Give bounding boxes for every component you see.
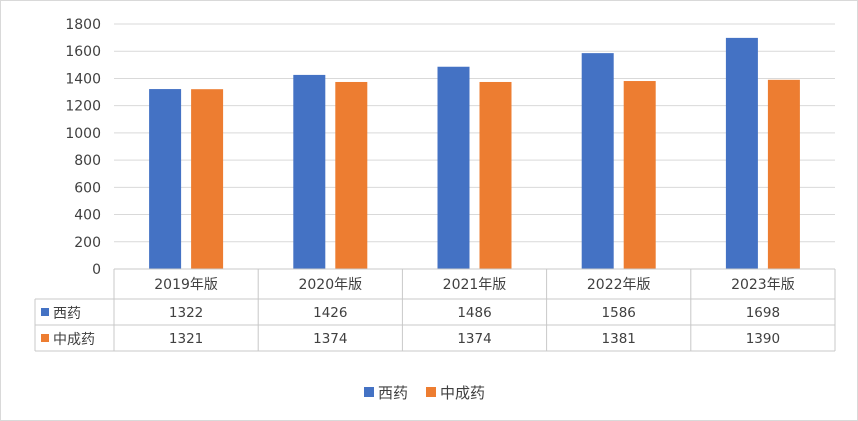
y-tick-label: 1000	[65, 126, 101, 142]
y-tick-label: 400	[74, 208, 101, 224]
y-tick-label: 1800	[65, 17, 101, 33]
y-tick-label: 600	[74, 180, 101, 196]
series-name-label: 西药	[53, 306, 81, 322]
data-cell: 1321	[169, 331, 203, 347]
category-label: 2023年版	[731, 277, 795, 293]
data-cell: 1322	[169, 305, 203, 321]
legend-swatch	[426, 387, 436, 397]
bar-zhongchengyao	[191, 89, 224, 269]
bar-xiyao	[149, 89, 182, 269]
bar-xiyao	[437, 66, 470, 269]
legend-label: 西药	[378, 384, 408, 402]
data-cell: 1426	[313, 305, 347, 321]
bar-zhongchengyao	[767, 79, 800, 269]
category-label: 2021年版	[443, 277, 507, 293]
bar-zhongchengyao	[479, 81, 512, 269]
y-tick-label: 1600	[65, 44, 101, 60]
y-tick-label: 800	[74, 153, 101, 169]
series-name-label: 中成药	[53, 332, 95, 348]
data-cell: 1374	[457, 331, 491, 347]
y-tick-label: 0	[92, 262, 101, 278]
legend-swatch	[364, 387, 374, 397]
series-marker	[41, 334, 49, 342]
data-cell: 1390	[746, 331, 780, 347]
y-tick-label: 200	[74, 235, 101, 251]
y-tick-label: 1200	[65, 99, 101, 115]
y-tick-label: 1400	[65, 71, 101, 87]
data-cell: 1374	[313, 331, 347, 347]
data-cell: 1698	[746, 305, 780, 321]
category-label: 2020年版	[298, 277, 362, 293]
category-label: 2022年版	[587, 277, 651, 293]
legend-label: 中成药	[440, 384, 485, 402]
bar-zhongchengyao	[623, 81, 656, 270]
bar-xiyao	[581, 53, 614, 269]
category-label: 2019年版	[154, 277, 218, 293]
data-cell: 1381	[602, 331, 636, 347]
bar-xiyao	[725, 37, 758, 270]
bar-zhongchengyao	[335, 81, 368, 269]
data-cell: 1486	[457, 305, 491, 321]
data-cell: 1586	[602, 305, 636, 321]
series-marker	[41, 308, 49, 316]
bar-xiyao	[293, 74, 326, 270]
